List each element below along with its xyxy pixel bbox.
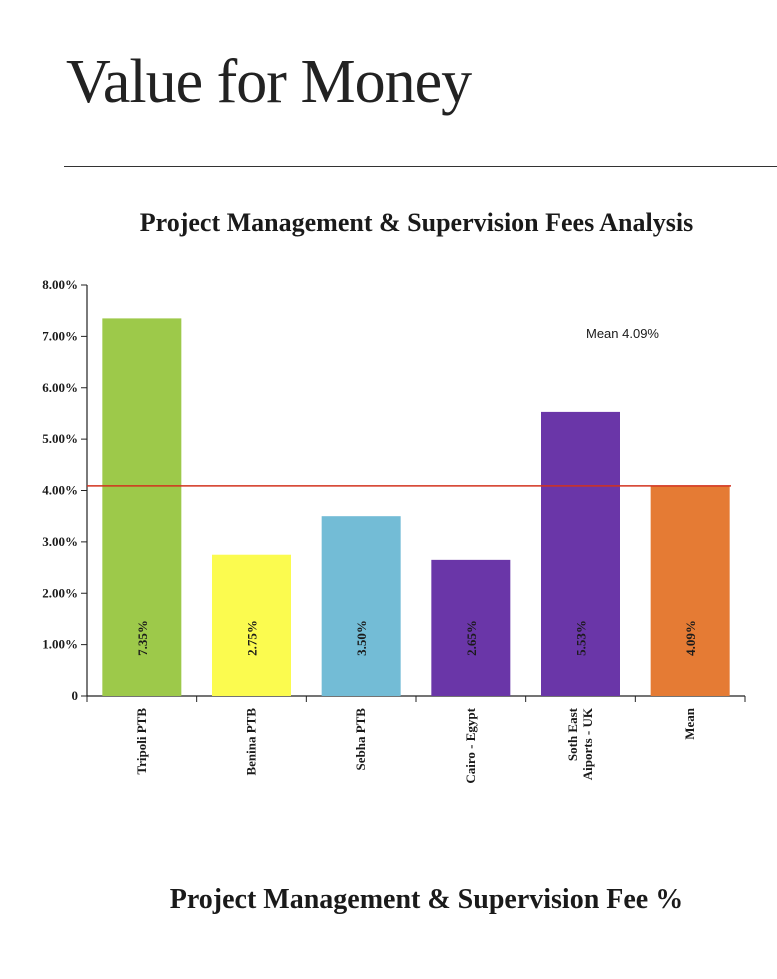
mean-line-group: Mean 4.09% <box>87 326 731 487</box>
y-tick-label: 3.00% <box>42 534 78 549</box>
axes: 0 1.00% 2.00% 3.00% 4.00% 5.00% 6.00% 7.00% 8.00… <box>42 277 746 703</box>
y-tick-label: 5.00% <box>42 431 78 446</box>
x-category-label-line: Cairo - Egypt <box>463 707 478 783</box>
bars <box>102 318 730 696</box>
x-category-label-line: Soth East <box>565 707 580 761</box>
y-tick-label: 8.00% <box>42 277 78 292</box>
x-category-label: Sebha PTB <box>353 708 368 771</box>
y-tick-label: 4.00% <box>42 483 78 498</box>
mean-annotation: Mean 4.09% <box>586 326 659 341</box>
bar <box>321 516 401 696</box>
page-title: Value for Money <box>66 48 472 116</box>
bar-data-label: 2.75% <box>245 620 260 656</box>
y-tick-label: 1.00% <box>42 637 78 652</box>
x-category-label: Tripoli PTB <box>134 708 149 775</box>
y-tick-label: 2.00% <box>42 585 78 600</box>
bar <box>431 559 511 696</box>
bar-data-label: 5.53% <box>574 620 589 656</box>
bar <box>102 318 182 696</box>
x-category-label: Mean <box>682 707 697 740</box>
bar <box>541 411 620 696</box>
y-tick-label: 6.00% <box>42 380 78 395</box>
x-category-label: Benina PTB <box>244 708 259 776</box>
chart-caption: Project Management & Supervision Fee % <box>169 884 684 915</box>
x-category-label: Cairo - Egypt <box>463 707 478 783</box>
fees-bar-chart: 0 1.00% 2.00% 3.00% 4.00% 5.00% 6.00% 7.00% 8.00… <box>42 277 746 784</box>
title-divider <box>64 166 777 167</box>
x-category-label-line: Benina PTB <box>244 708 259 776</box>
x-category-label-line: Sebha PTB <box>353 708 368 771</box>
y-tick-label: 7.00% <box>42 328 78 343</box>
x-category-label-line: Mean <box>682 707 697 740</box>
x-category-label-line: Tripoli PTB <box>134 708 149 775</box>
bar-data-label: 4.09% <box>683 620 698 656</box>
bar-data-label: 2.65% <box>464 620 479 656</box>
labels: 7.35% Tripoli PTB 2.75% Benina PTB 3.50% Sebh… <box>134 620 698 783</box>
bar <box>650 485 730 696</box>
bar-data-label: 3.50% <box>354 620 369 656</box>
bar-data-label: 7.35% <box>135 620 150 656</box>
x-category-label-line: Aiports - UK <box>580 707 595 780</box>
bar <box>212 554 291 696</box>
y-tick-label: 0 <box>72 688 79 703</box>
chart-title: Project Management & Supervision Fees An… <box>139 208 694 237</box>
x-category-label: Soth East Aiports - UK <box>565 707 595 780</box>
